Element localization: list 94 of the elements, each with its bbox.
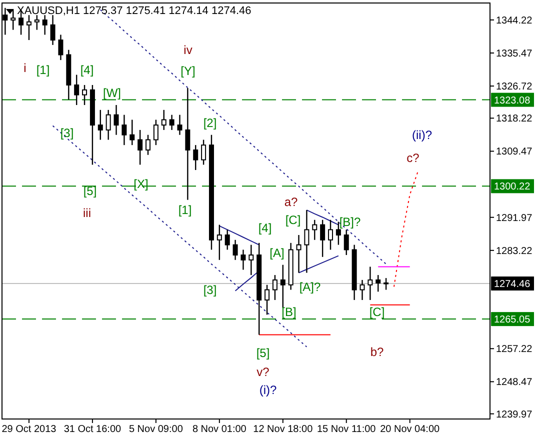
x-tick-label: 15 Nov 11:00	[317, 424, 376, 435]
candlestick	[320, 219, 326, 258]
y-tick-label: 1248.47	[496, 377, 533, 388]
annotation: [3]	[203, 283, 217, 298]
candlestick	[264, 284, 270, 316]
annotation: [C]	[285, 213, 301, 228]
x-tick-label: 12 Nov 18:00	[253, 424, 314, 435]
annotation: [4]	[80, 63, 94, 78]
annotation: [A]	[270, 246, 284, 260]
annotation: iv	[184, 43, 192, 58]
candlestick	[280, 264, 286, 309]
y-tick-label: 1291.97	[496, 212, 533, 224]
annotation: [5]	[83, 184, 97, 198]
annotation: i	[24, 61, 26, 76]
ref-line-label: 1265.05	[494, 314, 531, 326]
candlestick	[26, 14, 32, 41]
annotation: [X]	[134, 177, 148, 192]
annotation: v?	[256, 365, 270, 380]
candlestick	[161, 109, 166, 131]
candlestick	[304, 209, 310, 274]
x-tick-label: 20 Nov 04:00	[380, 424, 440, 435]
annotation: c?	[406, 151, 420, 166]
candlestick	[130, 119, 135, 146]
candlestick	[106, 109, 111, 140]
annotation: [C]	[369, 305, 385, 320]
annotation: [1]	[36, 63, 50, 78]
annotation: (i)?	[259, 383, 277, 398]
annotation: [3]	[60, 126, 74, 140]
candlestick	[193, 144, 198, 171]
x-tick-label: 29 Oct 2013	[2, 424, 57, 435]
annotation: [A]?	[299, 280, 321, 294]
candlestick	[146, 134, 151, 156]
annotation: b?	[370, 345, 384, 360]
candlestick	[138, 129, 143, 166]
candlestick	[216, 224, 222, 261]
candlestick	[272, 274, 278, 301]
annotation: [4]	[258, 221, 272, 236]
candlestick	[201, 139, 206, 166]
annotation: [W]	[103, 86, 121, 100]
candlestick	[185, 87, 190, 200]
candlestick	[240, 249, 246, 270]
candlestick	[224, 229, 230, 250]
chart-title: XAUUSD,H1 1275.37 1275.41 1274.14 1274.46	[17, 5, 252, 17]
annotation: [B]?	[339, 215, 361, 230]
candlestick	[296, 234, 302, 274]
candlestick	[153, 119, 158, 146]
candlestick	[122, 114, 127, 146]
candlestick	[376, 274, 381, 292]
line-series	[306, 210, 339, 226]
candlestick	[248, 244, 254, 276]
annotation: [5]	[256, 346, 270, 360]
candlestick	[42, 14, 48, 36]
x-tick-label: 31 Oct 16:00	[64, 424, 122, 435]
x-tick-label: 5 Nov 09:00	[128, 424, 184, 435]
candlestick	[98, 109, 103, 140]
candlestick	[50, 14, 56, 46]
annotation: [2]	[203, 116, 217, 130]
ref-line-label: 1323.08	[494, 95, 531, 106]
y-tick-label: 1309.47	[496, 146, 533, 158]
candlestick	[82, 84, 88, 106]
line-series	[218, 225, 260, 246]
y-tick-label: 1326.72	[496, 82, 533, 93]
line-series	[298, 255, 339, 274]
annotation: [B]	[282, 305, 296, 320]
annotation: [Y]	[180, 64, 196, 78]
candlestick	[384, 277, 389, 290]
candlestick	[232, 239, 238, 261]
candlestick	[34, 14, 40, 30]
ref-line-label: 1274.46	[494, 279, 531, 290]
annotation: [1]	[178, 203, 192, 218]
candlestick	[360, 279, 365, 301]
y-tick-label: 1283.22	[496, 246, 533, 257]
candlestick	[169, 114, 174, 131]
y-tick-label: 1239.97	[496, 409, 533, 420]
candlestick	[114, 104, 119, 136]
annotation: iii	[83, 206, 91, 220]
ref-line-label: 1300.22	[494, 182, 531, 193]
annotation: a?	[284, 195, 298, 210]
candlestick	[177, 114, 182, 136]
candlestick	[344, 229, 349, 256]
y-tick-label: 1318.22	[496, 114, 533, 125]
candlestick	[58, 34, 64, 61]
candlestick	[336, 221, 341, 246]
line-series	[393, 171, 418, 288]
candlestick	[368, 266, 373, 301]
y-tick-label: 1335.47	[496, 48, 533, 60]
y-tick-label: 1257.22	[496, 344, 533, 356]
y-tick-label: 1344.22	[496, 15, 533, 26]
candlestick	[328, 219, 334, 250]
x-tick-label: 8 Nov 01:00	[192, 424, 247, 435]
candlestick	[74, 74, 80, 106]
candlestick	[312, 219, 318, 241]
candlestick	[10, 9, 16, 30]
annotation: (ii)?	[412, 128, 432, 142]
